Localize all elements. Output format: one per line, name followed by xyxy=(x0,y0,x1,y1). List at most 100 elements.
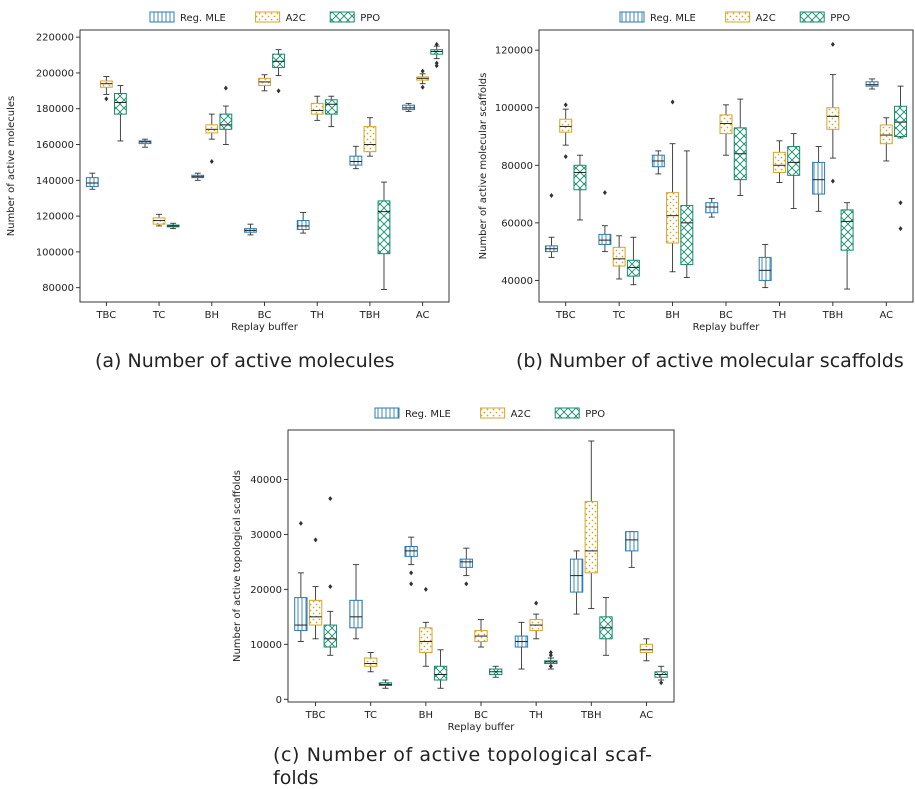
x-tick-label: TBH xyxy=(580,710,602,721)
box-cross-TC xyxy=(378,679,393,689)
flier-point xyxy=(209,159,214,165)
caption-c-line1: (c) Number of active topological scaf- xyxy=(273,744,653,766)
box-cross-TBC xyxy=(114,85,127,142)
box-body xyxy=(85,177,99,188)
x-axis-label: Replay buffer xyxy=(693,322,761,333)
x-tick-label: TC xyxy=(612,310,626,321)
flier-point xyxy=(548,650,553,656)
box-cross-TC xyxy=(166,222,180,230)
x-tick-label: TH xyxy=(772,310,787,321)
box-dots-BH xyxy=(205,113,219,165)
box-body xyxy=(219,113,233,130)
box-vlines-TBH xyxy=(349,145,363,170)
x-tick-label: TBC xyxy=(305,710,326,721)
x-tick-label: TBH xyxy=(822,310,844,321)
x-tick-label: BC xyxy=(474,710,488,721)
flier-point xyxy=(409,581,414,587)
box-body xyxy=(349,599,363,629)
y-tick-label: 80000 xyxy=(501,161,533,172)
y-axis-label: Number of active molecular scaffolds xyxy=(478,73,489,260)
box-body xyxy=(894,105,908,137)
box-cross-AC xyxy=(430,41,444,69)
y-tick-label: 20000 xyxy=(250,585,282,596)
box-body xyxy=(626,259,640,277)
box-dots-TH xyxy=(772,140,786,184)
box-body xyxy=(377,200,391,255)
flier-point xyxy=(298,520,303,526)
x-tick-label: AC xyxy=(640,710,654,721)
x-axis-label: Replay buffer xyxy=(231,322,299,333)
legend: Reg. MLE A2C PPO xyxy=(619,11,850,24)
box-dots-TC xyxy=(152,213,166,227)
x-tick-label: AC xyxy=(879,310,893,321)
box-dots-AC xyxy=(416,68,430,90)
caption-a: (a) Number of active molecules xyxy=(95,350,395,372)
box-vlines-TBH xyxy=(812,146,826,212)
box-vlines-TBH xyxy=(569,550,584,615)
box-dots-TBC xyxy=(559,102,573,160)
x-axis-label: Replay buffer xyxy=(448,722,516,733)
box-vlines-BC xyxy=(459,547,473,587)
flier-point xyxy=(563,154,568,160)
legend-item: PPO xyxy=(329,11,380,24)
box-cross-BH xyxy=(680,150,694,278)
box-dots-BH xyxy=(666,99,680,273)
y-tick-label: 200000 xyxy=(36,68,74,79)
x-tick-label: BC xyxy=(258,310,272,321)
x-tick-label: TC xyxy=(152,310,166,321)
box-vlines-BC xyxy=(705,197,719,218)
chart-2: 0 10000 20000 30000 40000 TBC TC BH BC TH TBH AC Rep… xyxy=(232,407,675,733)
box-vlines-BH xyxy=(191,172,205,181)
x-tick-label: TH xyxy=(528,710,543,721)
box-body xyxy=(324,99,338,115)
plot-frame xyxy=(79,29,450,303)
flier-point xyxy=(659,680,664,686)
box-cross-BH xyxy=(219,85,233,145)
box-dots-BC xyxy=(474,619,488,648)
box-cross-BC xyxy=(272,49,285,94)
flier-point xyxy=(434,60,439,66)
plot-frame xyxy=(287,429,675,703)
y-tick-label: 40000 xyxy=(250,475,282,486)
box-body xyxy=(308,599,323,626)
legend-label: A2C xyxy=(286,13,306,24)
y-tick-label: 30000 xyxy=(250,530,282,541)
box-body xyxy=(349,155,363,166)
legend-label: Reg. MLE xyxy=(405,409,451,420)
box-cross-BC xyxy=(733,98,747,196)
box-body xyxy=(758,256,772,281)
y-tick-label: 100000 xyxy=(495,103,533,114)
box-body xyxy=(787,146,801,176)
y-tick-label: 40000 xyxy=(501,276,533,287)
y-tick-label: 120000 xyxy=(495,46,533,57)
flier-point xyxy=(420,84,425,90)
x-tick-label: TH xyxy=(309,310,324,321)
x-tick-label: BH xyxy=(665,310,679,321)
legend: Reg. MLE A2C PPO xyxy=(149,11,380,24)
box-cross-AC xyxy=(894,85,908,232)
box-vlines-TC xyxy=(138,138,152,148)
legend-item: A2C xyxy=(725,11,776,24)
flier-point xyxy=(409,570,414,576)
flier-point xyxy=(328,496,333,502)
legend-label: A2C xyxy=(511,409,531,420)
box-body xyxy=(625,531,639,552)
box-body xyxy=(840,209,854,251)
box-cross-TBC xyxy=(573,154,587,221)
box-body xyxy=(310,102,324,115)
legend-swatch xyxy=(329,11,355,23)
box-cross-TBH xyxy=(840,202,854,290)
box-body xyxy=(705,202,719,214)
box-body xyxy=(584,500,598,574)
box-vlines-BH xyxy=(651,150,665,175)
box-vlines-AC xyxy=(402,102,415,112)
y-tick-label: 220000 xyxy=(36,33,74,44)
legend-label: PPO xyxy=(585,409,605,420)
box-vlines-TH xyxy=(296,212,310,234)
box-body xyxy=(812,161,826,195)
chart-1: 40000 60000 80000 100000 120000 TBC TC BH BC TH TB… xyxy=(478,11,914,333)
box-cross-BC xyxy=(489,665,503,678)
legend-swatch xyxy=(725,11,751,23)
box-dots-TBH xyxy=(584,440,598,610)
box-vlines-TBC xyxy=(85,172,99,190)
